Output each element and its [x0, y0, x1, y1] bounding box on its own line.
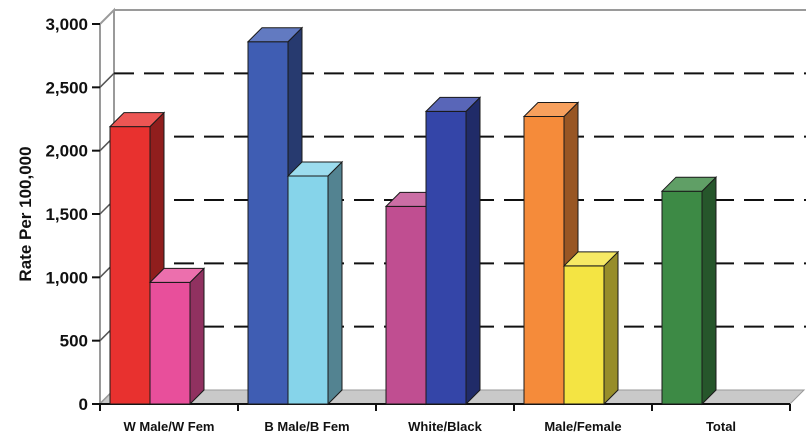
- bar-top: [148, 267, 206, 283]
- bar: [424, 96, 482, 406]
- y-tick-label: 1,000: [45, 268, 88, 287]
- bar-side: [189, 267, 205, 406]
- y-tick-label: 2,500: [45, 78, 88, 97]
- bar-side: [465, 96, 481, 406]
- bar: [286, 160, 344, 406]
- y-tick-label: 2,000: [45, 142, 88, 161]
- bar-side: [327, 160, 343, 406]
- bar-top: [562, 251, 620, 267]
- y-tick-label: 3,000: [45, 15, 88, 34]
- x-category-label: W Male/W Fem: [123, 419, 214, 434]
- gridline-wall-segment: [99, 72, 115, 88]
- category-labels: W Male/W Fem B Male/B Fem White/Black Male/…: [123, 419, 736, 434]
- bar-side: [701, 175, 717, 406]
- bar-front: [523, 115, 565, 405]
- bar-front: [247, 41, 289, 405]
- x-category-label: Total: [706, 419, 736, 434]
- x-category-label: B Male/B Fem: [264, 419, 349, 434]
- bar-front: [149, 281, 191, 405]
- bar-top: [660, 176, 718, 192]
- bar-top: [522, 101, 580, 117]
- bar-top: [246, 27, 304, 43]
- y-axis-label: Rate Per 100,000: [16, 146, 35, 281]
- bar-front: [385, 205, 427, 405]
- y-tick-labels: 0 500 1,000 1,500 2,000 2,500 3,000: [45, 15, 791, 414]
- bar-front: [425, 110, 467, 405]
- bar-front: [563, 265, 605, 405]
- bar: [660, 175, 718, 406]
- bar: [562, 250, 620, 406]
- bar-front: [287, 175, 329, 405]
- bar-side: [603, 250, 619, 406]
- bar-top: [108, 112, 166, 128]
- y-tick-label: 0: [79, 395, 88, 414]
- bars: [108, 26, 718, 406]
- x-category-label: White/Black: [408, 419, 482, 434]
- bar-front: [661, 190, 703, 405]
- y-tick-label: 1,500: [45, 205, 88, 224]
- x-category-label: Male/Female: [544, 419, 621, 434]
- bar-top: [424, 96, 482, 112]
- bar: [148, 267, 206, 406]
- y-tick-label: 500: [60, 332, 88, 351]
- bar-top: [286, 161, 344, 177]
- bar-front: [109, 126, 151, 405]
